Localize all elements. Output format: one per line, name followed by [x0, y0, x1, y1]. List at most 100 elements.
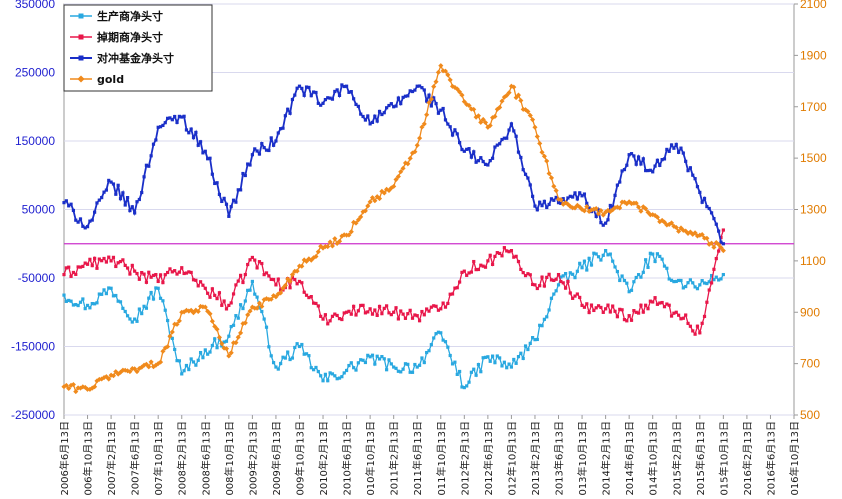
- data-point: [667, 303, 671, 307]
- x-tick-label: 2011年2月13日: [388, 421, 401, 496]
- series-producer: [62, 249, 725, 390]
- data-point: [154, 286, 158, 290]
- data-point: [354, 102, 358, 107]
- data-point: [234, 314, 238, 318]
- data-point: [679, 278, 683, 283]
- data-point: [71, 303, 76, 307]
- data-point: [300, 86, 304, 91]
- data-point: [660, 158, 664, 162]
- data-point: [67, 265, 71, 269]
- x-tick-label: 010年10月13日: [364, 421, 377, 496]
- data-point: [337, 317, 342, 321]
- data-point: [74, 272, 78, 276]
- data-point: [276, 367, 280, 371]
- data-point: [281, 355, 285, 359]
- data-point: [441, 338, 445, 342]
- legend-marker-producer: [78, 13, 84, 19]
- data-point: [458, 280, 462, 284]
- data-point: [222, 340, 226, 344]
- data-point: [547, 272, 551, 276]
- data-point: [187, 367, 191, 372]
- data-point: [556, 272, 561, 277]
- data-point: [198, 140, 203, 144]
- data-point: [684, 159, 688, 163]
- data-point: [712, 267, 716, 271]
- data-point: [636, 204, 642, 210]
- data-point: [274, 283, 278, 287]
- data-point: [413, 313, 417, 317]
- legend-item-hedge-fund: 对冲基金净头寸: [70, 51, 174, 65]
- data-point: [380, 355, 384, 359]
- data-point: [335, 88, 339, 92]
- data-point: [648, 168, 652, 172]
- data-point: [83, 261, 87, 265]
- data-point: [346, 232, 352, 238]
- data-point: [639, 303, 643, 307]
- data-point: [519, 351, 523, 355]
- data-point: [375, 119, 379, 123]
- data-point: [85, 225, 90, 229]
- data-point: [509, 249, 514, 253]
- x-tick-label: 007年10月13日: [152, 421, 165, 496]
- data-point: [552, 198, 556, 202]
- data-point: [556, 201, 561, 205]
- data-point: [545, 275, 549, 279]
- data-point: [439, 307, 443, 311]
- data-point: [519, 155, 523, 160]
- data-point: [467, 271, 471, 275]
- data-point: [88, 257, 92, 261]
- data-point: [655, 252, 660, 256]
- data-point: [643, 206, 649, 212]
- data-point: [538, 284, 542, 288]
- data-point: [290, 275, 295, 280]
- data-point: [173, 347, 177, 352]
- data-point: [191, 278, 196, 282]
- data-point: [135, 200, 139, 204]
- data-point: [223, 346, 230, 352]
- data-point: [415, 84, 419, 88]
- data-point: [95, 266, 99, 270]
- data-point: [698, 190, 702, 194]
- data-point: [300, 281, 304, 285]
- data-point: [71, 208, 76, 213]
- data-point: [432, 336, 436, 340]
- data-point: [695, 324, 700, 328]
- data-point: [114, 264, 118, 269]
- data-point: [107, 286, 111, 290]
- data-point: [669, 143, 674, 147]
- data-point: [148, 359, 154, 365]
- data-point: [90, 301, 94, 306]
- data-point: [135, 319, 139, 323]
- data-point: [514, 134, 518, 138]
- data-point: [368, 355, 372, 359]
- data-point: [455, 286, 459, 290]
- data-point: [114, 192, 118, 196]
- data-point: [535, 208, 539, 212]
- data-point: [596, 304, 601, 308]
- right-tick-label: 1500: [800, 151, 827, 165]
- data-point: [189, 270, 193, 275]
- data-point: [719, 240, 723, 244]
- data-point: [156, 125, 160, 129]
- data-point: [203, 348, 207, 352]
- data-point: [691, 173, 695, 177]
- data-point: [71, 270, 76, 275]
- data-point: [247, 308, 253, 314]
- data-point: [427, 349, 431, 353]
- data-point: [613, 265, 617, 269]
- data-point: [394, 104, 398, 108]
- data-point: [328, 371, 332, 375]
- data-point: [545, 315, 549, 319]
- data-point: [667, 149, 671, 153]
- data-point: [140, 311, 144, 316]
- data-point: [354, 368, 358, 372]
- data-point: [582, 192, 587, 196]
- data-point: [446, 301, 450, 306]
- data-point: [633, 200, 639, 206]
- data-point: [533, 204, 537, 208]
- data-point: [125, 266, 130, 270]
- data-point: [203, 149, 207, 153]
- data-point: [465, 147, 469, 151]
- data-point: [429, 343, 433, 347]
- data-point: [222, 299, 226, 303]
